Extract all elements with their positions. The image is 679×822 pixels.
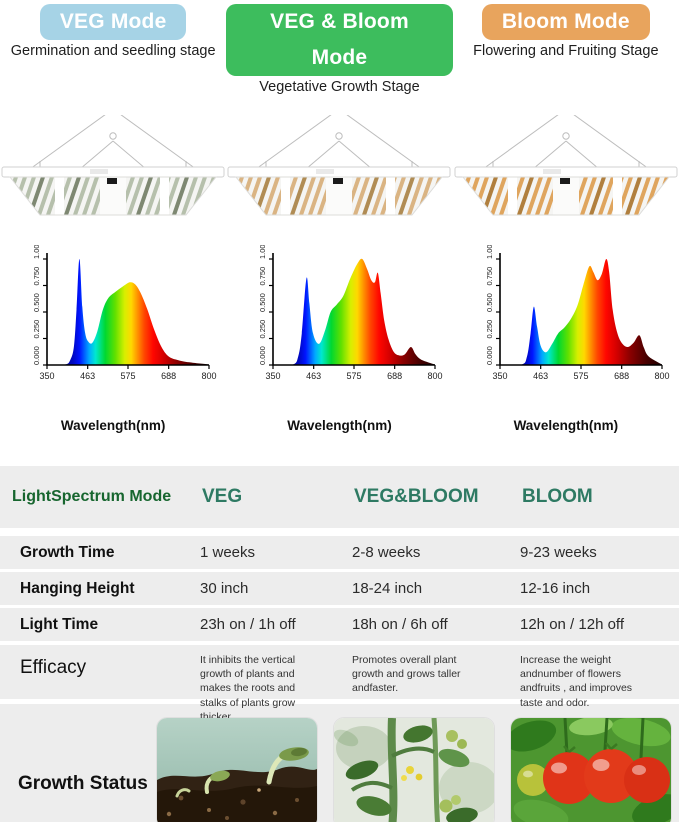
vegetative-photo	[333, 718, 494, 822]
vegetative-tomato-plant-illustration	[333, 718, 494, 822]
spectrum-charts-row: 350 463 575 688 800 0.000 0.250 0.500 0.750 1.000…	[0, 240, 679, 433]
svg-text:463: 463	[533, 371, 548, 381]
veg-bloom-mode-badge: VEG & Bloom Mode	[226, 4, 453, 76]
growth-time-veg-bloom: 2-8 weeks	[352, 544, 421, 561]
veg-bloom-wavelength-axis-label: Wavelength(nm)	[287, 418, 392, 433]
svg-text:350: 350	[40, 371, 55, 381]
veg-spectrum-chart: 350 463 575 688 800 0.000 0.250 0.500 0.750 1.000…	[0, 240, 226, 433]
svg-text:0.750: 0.750	[485, 267, 494, 286]
table-row-growth-time: Growth Time 1 weeks 2-8 weeks 9-23 weeks	[0, 536, 679, 569]
efficacy-label: Efficacy	[20, 657, 87, 678]
svg-text:0.000: 0.000	[485, 346, 494, 365]
veg-bloom-mode-column: VEG & Bloom Mode Vegetative Growth Stage	[226, 4, 453, 95]
svg-text:0.500: 0.500	[258, 293, 267, 312]
bloom-wavelength-axis-label: Wavelength(nm)	[513, 418, 619, 433]
svg-text:0.250: 0.250	[485, 320, 494, 339]
comparison-table: LightSpectrum Mode VEG VEG&BLOOM BLOOM G…	[0, 466, 679, 822]
growth-time-bloom: 9-23 weeks	[520, 544, 597, 561]
svg-text:1.000: 1.000	[32, 245, 41, 259]
bloom-spectrum-chart: 350 463 575 688 800 0.000 0.250 0.500 0.750 1.000…	[453, 240, 679, 433]
mode-badges-row: VEG Mode Germination and seedling stage …	[0, 0, 679, 95]
veg-spectrum-plot: 350 463 575 688 800 0.000 0.250 0.500 0.750 1.000	[7, 240, 219, 402]
light-time-veg: 23h on / 1h off	[200, 616, 296, 633]
growth-time-label: Growth Time	[20, 543, 115, 561]
svg-text:0.750: 0.750	[32, 267, 41, 286]
svg-text:575: 575	[121, 371, 136, 381]
germination-seedling-illustration	[156, 718, 317, 822]
fruiting-photo-column: flowering and fruiting stage	[502, 704, 679, 822]
light-time-veg-bloom: 18h on / 6h off	[352, 616, 448, 633]
germination-photo-column: germination & seeding stage	[148, 704, 325, 822]
bloom-spectrum-plot: 350 463 575 688 800 0.000 0.250 0.500 0.750 1.000	[460, 240, 672, 402]
bloom-mode-badge: Bloom Mode	[481, 4, 650, 40]
column-header-veg: VEG	[202, 486, 243, 507]
vegetative-photo-column: vegetative stage	[325, 704, 502, 822]
svg-text:0.250: 0.250	[258, 320, 267, 339]
column-header-bloom: BLOOM	[522, 486, 593, 507]
veg-bloom-spectrum-plot: 350 463 575 688 800 0.000 0.250 0.500 0.750 1.000	[233, 240, 445, 402]
veg-mode-subtitle: Germination and seedling stage	[10, 43, 216, 59]
svg-text:575: 575	[573, 371, 588, 381]
svg-text:463: 463	[307, 371, 322, 381]
grow-lights-row	[0, 115, 679, 237]
efficacy-bloom: Increase the weight andnumber of flowers…	[520, 654, 633, 709]
svg-text:688: 688	[161, 371, 176, 381]
svg-text:0.500: 0.500	[32, 293, 41, 312]
table-row-light-time: Light Time 23h on / 1h off 18h on / 6h o…	[0, 608, 679, 641]
column-header-veg-bloom: VEG&BLOOM	[354, 486, 479, 507]
svg-text:688: 688	[614, 371, 629, 381]
hanging-height-veg: 30 inch	[200, 580, 249, 597]
bloom-grow-light-image	[453, 115, 679, 237]
svg-text:1.000: 1.000	[485, 245, 494, 259]
svg-text:463: 463	[80, 371, 95, 381]
table-row-hanging-height: Hanging Height 30 inch 18-24 inch 12-16 …	[0, 572, 679, 605]
table-header-label: LightSpectrum Mode	[12, 488, 172, 505]
bloom-mode-subtitle: Flowering and Fruiting Stage	[473, 43, 659, 59]
fruiting-photo	[510, 718, 671, 822]
veg-mode-column: VEG Mode Germination and seedling stage	[0, 4, 226, 95]
fruiting-tomatoes-illustration	[510, 718, 671, 822]
svg-text:350: 350	[266, 371, 281, 381]
veg-wavelength-axis-label: Wavelength(nm)	[60, 418, 166, 433]
table-row-growth-status: Growth Status	[0, 704, 679, 822]
svg-text:0.250: 0.250	[32, 320, 41, 339]
svg-text:0.500: 0.500	[485, 293, 494, 312]
svg-text:1.000: 1.000	[258, 245, 267, 259]
germination-photo	[156, 718, 317, 822]
svg-text:800: 800	[202, 371, 217, 381]
bloom-mode-column: Bloom Mode Flowering and Fruiting Stage	[453, 4, 679, 95]
growth-status-label: Growth Status	[18, 773, 148, 794]
light-time-label: Light Time	[20, 615, 99, 633]
veg-bloom-grow-light-image	[226, 115, 452, 237]
growth-time-veg: 1 weeks	[200, 544, 256, 561]
svg-text:575: 575	[347, 371, 362, 381]
svg-text:800: 800	[428, 371, 443, 381]
veg-mode-badge: VEG Mode	[39, 4, 187, 40]
veg-bloom-spectrum-chart: 350 463 575 688 800 0.000 0.250 0.500 0.750 1.000…	[226, 240, 452, 433]
efficacy-veg: It inhibits the vertical growth of plant…	[200, 654, 296, 723]
hanging-height-bloom: 12-16 inch	[520, 580, 591, 597]
svg-text:0.750: 0.750	[258, 267, 267, 286]
table-header-row: LightSpectrum Mode VEG VEG&BLOOM BLOOM	[0, 466, 679, 528]
svg-text:0.000: 0.000	[258, 346, 267, 365]
veg-grow-light-image	[0, 115, 226, 237]
hanging-height-veg-bloom: 18-24 inch	[352, 580, 423, 597]
svg-text:800: 800	[654, 371, 669, 381]
svg-text:0.000: 0.000	[32, 346, 41, 365]
light-time-bloom: 12h on / 12h off	[520, 616, 624, 633]
svg-text:688: 688	[388, 371, 403, 381]
efficacy-veg-bloom: Promotes overall plant growth and grows …	[352, 654, 461, 695]
svg-text:350: 350	[492, 371, 507, 381]
table-row-efficacy: Efficacy It inhibits the vertical growth…	[0, 645, 679, 723]
veg-bloom-mode-subtitle: Vegetative Growth Stage	[259, 79, 420, 95]
hanging-height-label: Hanging Height	[20, 579, 135, 597]
